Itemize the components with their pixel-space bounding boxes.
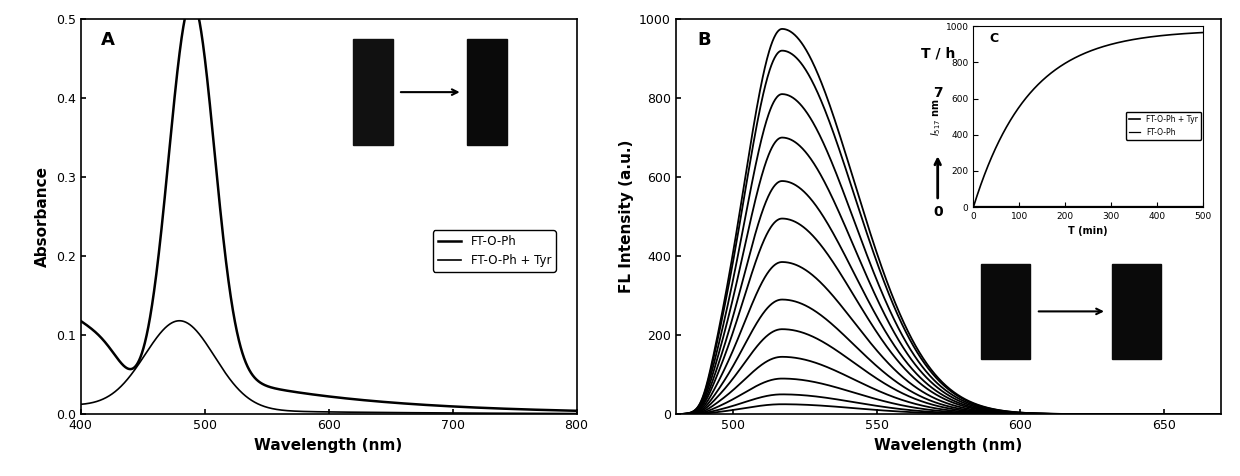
X-axis label: T (min): T (min) bbox=[1069, 227, 1107, 237]
Y-axis label: $I_{517}$ nm: $I_{517}$ nm bbox=[929, 98, 942, 136]
Text: 7: 7 bbox=[932, 86, 942, 100]
Bar bbox=[353, 39, 393, 146]
Y-axis label: Absorbance: Absorbance bbox=[35, 166, 50, 267]
Text: 0: 0 bbox=[932, 205, 942, 219]
Text: A: A bbox=[100, 31, 114, 49]
Text: C: C bbox=[990, 31, 998, 45]
Bar bbox=[1112, 264, 1162, 359]
X-axis label: Wavelength (nm): Wavelength (nm) bbox=[874, 437, 1023, 453]
Bar bbox=[467, 39, 507, 146]
Legend: FT-O-Ph, FT-O-Ph + Tyr: FT-O-Ph, FT-O-Ph + Tyr bbox=[433, 230, 556, 272]
Text: B: B bbox=[698, 31, 712, 49]
Text: T / h: T / h bbox=[920, 47, 955, 61]
Legend: FT-O-Ph + Tyr, FT-O-Ph: FT-O-Ph + Tyr, FT-O-Ph bbox=[1126, 112, 1202, 139]
X-axis label: Wavelength (nm): Wavelength (nm) bbox=[254, 437, 403, 453]
Bar bbox=[981, 264, 1030, 359]
Y-axis label: FL Intensity (a.u.): FL Intensity (a.u.) bbox=[619, 140, 634, 293]
